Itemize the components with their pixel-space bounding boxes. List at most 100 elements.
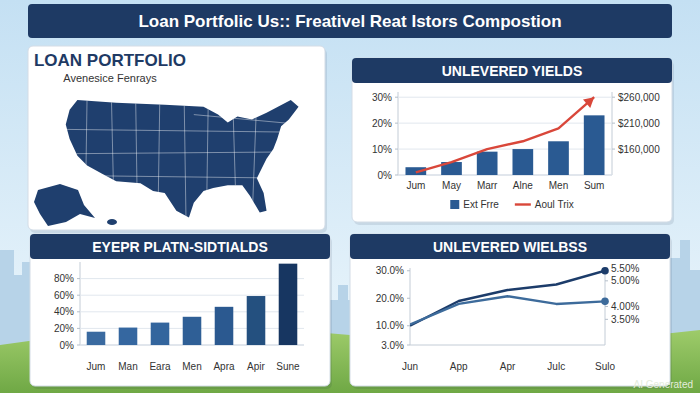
plot-area — [405, 97, 604, 175]
tick-mark — [77, 295, 80, 296]
chart-title: UNLEVERED WIELBSS — [433, 239, 587, 255]
y-tick-label: 20% — [54, 323, 74, 334]
state-line — [58, 129, 301, 132]
x-tick-label: Jum — [87, 361, 106, 372]
watermark: AI Generated — [634, 379, 693, 390]
x-tick-label: Apir — [247, 361, 265, 372]
state-line — [136, 95, 138, 222]
series-line — [410, 271, 605, 326]
y-axis-line — [80, 262, 81, 345]
page: Loan Portfolic Us:: Freativel Reat Istor… — [0, 0, 700, 393]
state-line — [158, 95, 160, 222]
tick-mark — [612, 149, 615, 150]
panel-header — [30, 234, 330, 259]
x-tick-label: Sune — [276, 361, 300, 372]
x-tick-label: Man — [118, 361, 137, 372]
title-banner — [28, 4, 672, 38]
tick-mark — [605, 306, 608, 307]
y-tick-label: 10% — [372, 144, 392, 155]
us-map — [66, 100, 299, 218]
y-tick-label: 60% — [54, 290, 74, 301]
bar — [247, 296, 266, 345]
bar — [279, 264, 298, 345]
line-end-marker — [601, 298, 609, 306]
state-line — [184, 95, 186, 222]
tick-mark — [77, 345, 80, 346]
y-tick-label: 3.0% — [381, 340, 404, 351]
state-line — [85, 95, 87, 222]
bar — [512, 149, 533, 175]
y-tick-label: 20% — [372, 118, 392, 129]
grid-line — [80, 295, 304, 296]
x-tick-label: May — [442, 180, 461, 191]
grid-line — [398, 149, 612, 150]
plot-area — [410, 271, 605, 326]
state-line — [194, 115, 301, 125]
x-axis-line — [410, 345, 605, 346]
card — [352, 58, 672, 222]
y2-tick-label: 5.00% — [611, 275, 639, 286]
state-line — [206, 95, 208, 222]
tick-mark — [77, 278, 80, 279]
state-line — [58, 175, 301, 178]
y-tick-label: 30% — [372, 92, 392, 103]
plot-area — [87, 264, 298, 345]
x-tick-label: Men — [182, 361, 201, 372]
line-arrow — [583, 97, 594, 108]
tick-mark — [612, 97, 615, 98]
y-tick-label: 80% — [54, 273, 74, 284]
card — [28, 46, 325, 230]
x-tick-label: Marr — [477, 180, 498, 191]
x-axis-line — [398, 175, 612, 176]
hawaii — [107, 219, 117, 225]
tick-mark — [605, 319, 608, 320]
y-tick-label: 0% — [60, 340, 75, 351]
bar — [119, 328, 138, 345]
grid-line — [80, 278, 304, 279]
tick-mark — [407, 325, 410, 326]
x-tick-label: Alne — [513, 180, 533, 191]
bar — [87, 332, 106, 345]
y-tick-label: 30.0% — [376, 265, 404, 276]
panel-header — [350, 234, 670, 259]
bar — [584, 115, 605, 175]
y2-axis-line — [612, 92, 613, 175]
state-line — [58, 152, 301, 154]
y2-tick-label: 3.50% — [611, 314, 639, 325]
tick-mark — [612, 123, 615, 124]
x-tick-label: Apr — [500, 361, 516, 372]
panel-header — [352, 58, 672, 83]
x-tick-label: Eara — [149, 361, 171, 372]
y2-tick-label: $210,000 — [618, 118, 660, 129]
x-tick-label: Sulo — [595, 361, 615, 372]
card — [350, 234, 670, 386]
y-tick-label: 20.0% — [376, 293, 404, 304]
bar — [183, 317, 202, 345]
x-tick-label: Men — [549, 180, 568, 191]
card — [30, 234, 330, 386]
grid-line — [80, 311, 304, 312]
y2-tick-label: 5.50% — [611, 263, 639, 274]
tick-mark — [395, 149, 398, 150]
chart: UNLEVERED YIELDS0%10%20%30%$160,000$210,… — [352, 58, 672, 210]
x-tick-label: App — [450, 361, 468, 372]
map-title: LOAN PORTFOLIO — [34, 51, 186, 70]
tick-mark — [407, 298, 410, 299]
x-tick-label: Sum — [584, 180, 605, 191]
y2-tick-label: $160,000 — [618, 144, 660, 155]
tick-mark — [407, 345, 410, 346]
chart-title: EYEPR PLATN-SIDTIALDS — [92, 239, 268, 255]
y-axis-line — [410, 268, 411, 345]
y2-tick-label: $260,000 — [618, 92, 660, 103]
x-tick-label: Julc — [547, 361, 565, 372]
page-title: Loan Portfolic Us:: Freativel Reat Istor… — [138, 12, 561, 31]
bar — [215, 307, 234, 345]
bar — [548, 141, 569, 175]
y-axis-line — [398, 92, 399, 175]
tick-mark — [395, 123, 398, 124]
chart: EYEPR PLATN-SIDTIALDS0%20%40%60%80%JumMa… — [30, 234, 330, 372]
sky — [0, 0, 700, 393]
x-tick-label: Jun — [402, 361, 418, 372]
series-line — [410, 296, 605, 324]
map-subtitle: Avenesice Fenrays — [63, 72, 157, 84]
